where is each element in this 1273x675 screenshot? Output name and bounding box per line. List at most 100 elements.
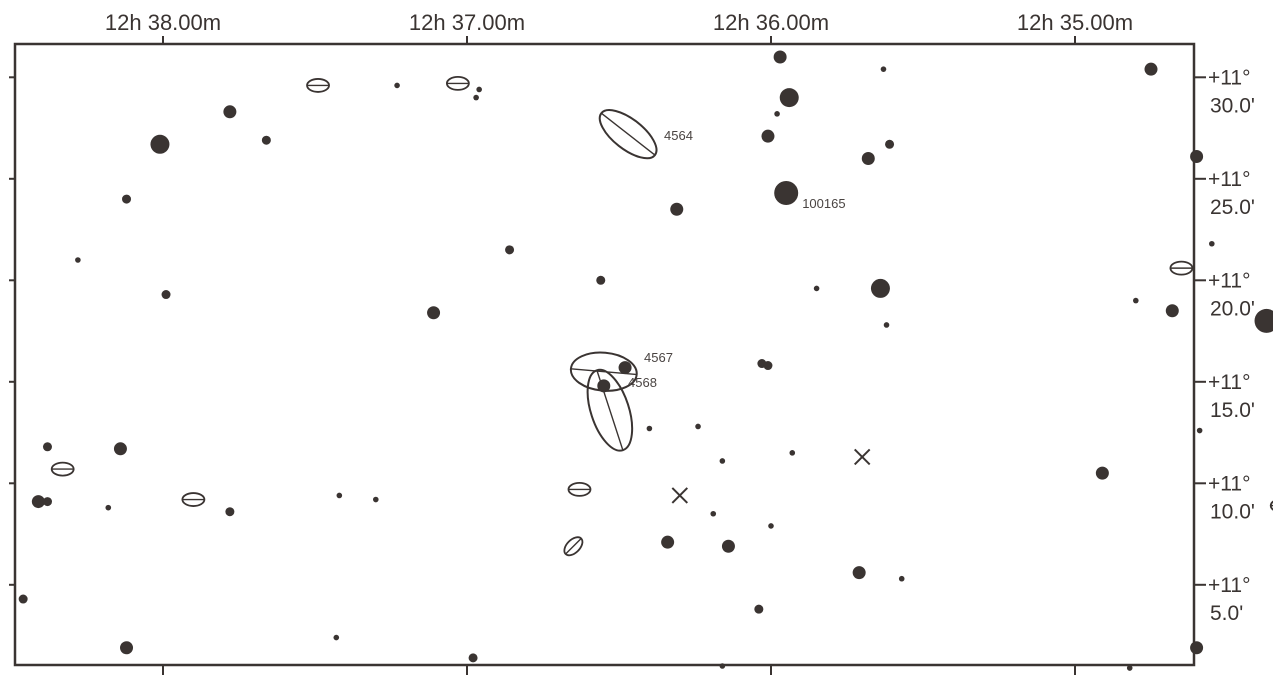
dec-tick-label-minutes: 25.0' [1210, 196, 1255, 219]
star-medium [1144, 62, 1158, 76]
star-tiny [394, 82, 400, 89]
star-tiny [1126, 665, 1133, 671]
galaxy-label: 4567 [644, 350, 673, 365]
small-galaxy [181, 492, 206, 507]
star-medium [113, 442, 127, 456]
cross-marker [671, 487, 689, 504]
dec-tick-label-minutes: 10.0' [1210, 500, 1255, 523]
star-medium [773, 50, 787, 64]
star-small [754, 604, 764, 614]
star-tiny [336, 492, 343, 499]
cross-stroke [853, 448, 871, 466]
star-tiny [1209, 240, 1215, 247]
star-small [122, 194, 132, 204]
marker-layer [671, 448, 871, 504]
object-label: 100165 [802, 196, 845, 211]
star-tiny [710, 510, 717, 517]
star-small [225, 507, 235, 517]
star-medium [1095, 466, 1109, 480]
star-medium [670, 202, 684, 216]
star-small [42, 497, 52, 507]
star-large [1254, 308, 1273, 333]
dec-tick-label-degrees: +11° [1208, 66, 1250, 89]
star-tiny [898, 575, 905, 582]
dec-tick-label-minutes: 5.0' [1210, 602, 1243, 625]
galaxy-ngc-4564 [598, 109, 658, 160]
ra-tick-label: 12h 37.00m [409, 10, 525, 35]
star-tiny [646, 425, 653, 432]
ra-axis: 12h 38.00m 12h 37.00m 12h 36.00m 12h 35.00m [105, 10, 1133, 675]
dec-tick-label-degrees: +11° [1208, 472, 1250, 495]
dec-tick-label-degrees: +11° [1208, 168, 1250, 191]
star-medium [597, 379, 611, 393]
dec-tick-label-minutes: 30.0' [1210, 94, 1255, 117]
ra-tick-label: 12h 36.00m [713, 10, 829, 35]
star-tiny [695, 423, 701, 430]
star-bright [870, 278, 890, 298]
star-tiny [1133, 297, 1139, 304]
star-tiny [774, 111, 780, 117]
star-tiny [789, 450, 796, 456]
cross-stroke [671, 487, 689, 504]
star-tiny [719, 458, 726, 464]
star-tiny [476, 86, 482, 93]
star-tiny [333, 634, 340, 641]
star-medium [852, 566, 866, 580]
small-galaxy [306, 78, 330, 93]
star-small [18, 594, 28, 604]
star-medium [618, 361, 632, 375]
dec-tick-label-minutes: 20.0' [1210, 297, 1255, 320]
star-medium [861, 152, 875, 165]
star-tiny [105, 504, 112, 511]
star-tiny [473, 94, 479, 101]
label-layer: 4564 4567 4568 100165 [628, 128, 846, 390]
small-galaxy [50, 461, 75, 477]
star-layer [18, 50, 1273, 671]
ra-tick-label: 12h 38.00m [105, 10, 221, 35]
ra-tick-label: 12h 35.00m [1017, 10, 1133, 35]
star-tiny [719, 663, 726, 669]
small-galaxy [445, 75, 470, 91]
chart-frame [13, 42, 1196, 667]
star-small [468, 653, 478, 663]
star-small [505, 245, 515, 255]
star-tiny [883, 322, 890, 328]
star-medium [761, 129, 775, 143]
dec-tick-label-degrees: +11° [1208, 269, 1250, 292]
star-small [763, 361, 773, 371]
galaxy-axis [600, 112, 656, 156]
galaxy-axis [565, 537, 582, 555]
star-medium [31, 495, 45, 509]
small-galaxy [567, 481, 592, 497]
star-small [885, 139, 895, 149]
star-medium [427, 306, 441, 320]
galaxy-outline [563, 536, 584, 557]
dec-axis: +11° 30.0' +11° 25.0' +11° 20.0' +11° 15.0' +11°… [9, 66, 1255, 625]
star-small [42, 442, 52, 452]
star-medium [1190, 149, 1204, 163]
star-tiny [768, 523, 774, 529]
star-large [774, 181, 799, 206]
star-tiny [813, 285, 820, 292]
star-medium [223, 105, 237, 119]
small-galaxy [1269, 500, 1273, 511]
star-bright [150, 134, 170, 154]
galaxy-label: 4564 [664, 128, 693, 143]
small-galaxy [1169, 260, 1194, 276]
star-medium [1165, 304, 1179, 318]
galaxy-layer [50, 75, 1273, 557]
dec-tick-label-degrees: +11° [1208, 371, 1250, 394]
star-tiny [373, 496, 379, 503]
star-tiny [880, 66, 887, 72]
cross-marker [853, 448, 871, 466]
star-small [596, 275, 606, 285]
star-medium [661, 535, 675, 549]
plot-border [13, 42, 1196, 667]
star-tiny [75, 257, 81, 263]
star-bright [779, 88, 799, 108]
dec-tick-label-degrees: +11° [1208, 574, 1250, 597]
star-medium [1190, 641, 1204, 655]
star-small [261, 135, 271, 145]
star-medium [721, 539, 735, 553]
